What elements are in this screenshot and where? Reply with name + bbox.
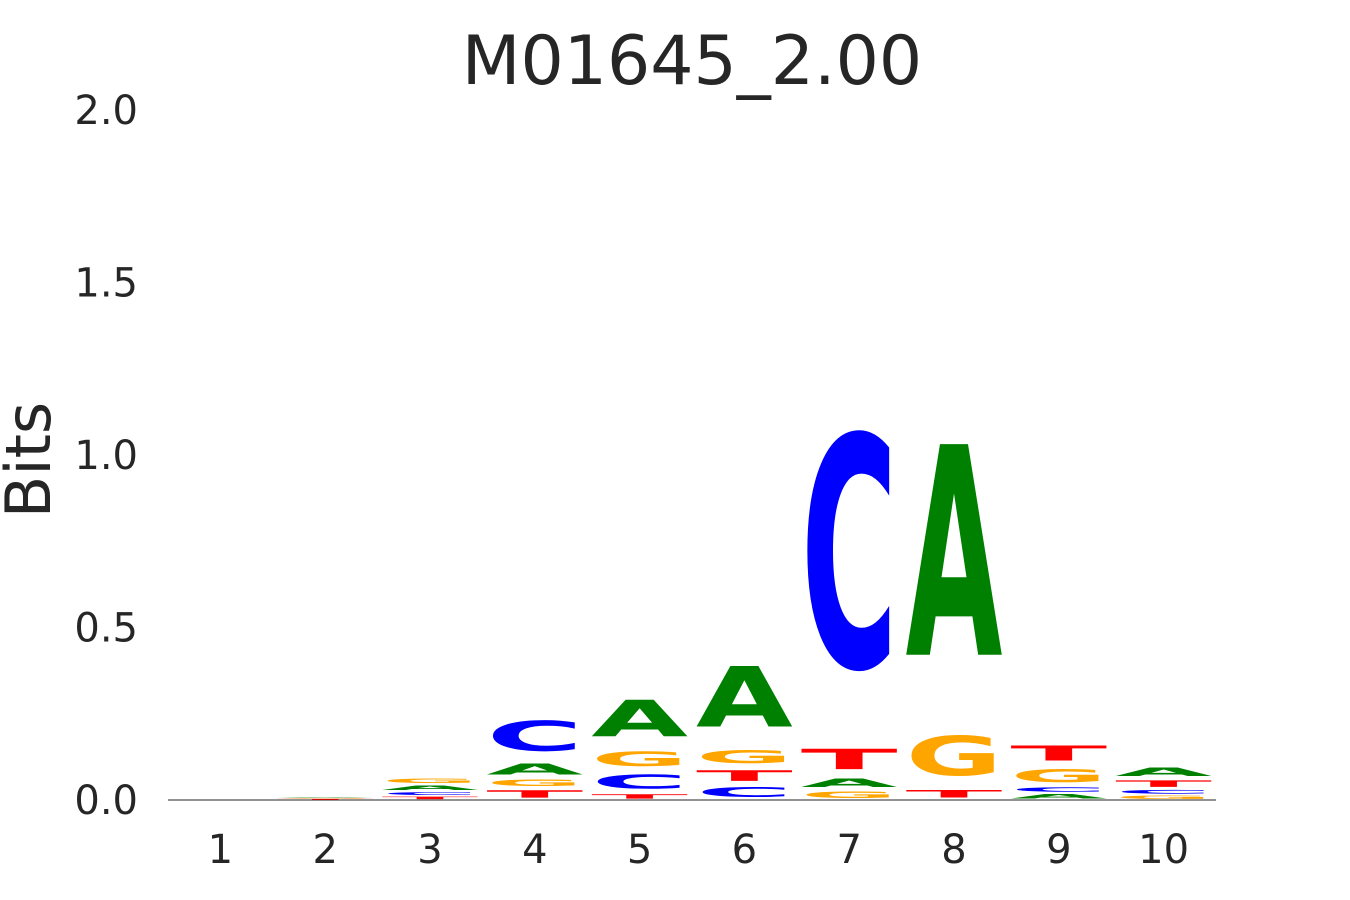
x-tick-label: 2 <box>312 827 337 873</box>
x-tick-label: 4 <box>522 827 547 873</box>
logo-letter-g-pos-8: G <box>906 724 1003 788</box>
logo-letter-g-pos-4: G <box>486 778 583 788</box>
logo-letter-c-pos-9: C <box>1010 786 1107 793</box>
y-tick-label: 0.0 <box>74 778 138 824</box>
logo-letter-t-pos-9: T <box>1010 741 1107 765</box>
logo-letter-t-pos-2: T <box>277 799 374 800</box>
x-tick-label: 3 <box>417 827 442 873</box>
logo-letter-a-pos-9: A <box>1010 793 1107 800</box>
logo-letter-c-pos-3: C <box>382 791 479 795</box>
logo-letter-a-pos-4: A <box>486 761 583 778</box>
logo-letter-g-pos-2: G <box>277 798 374 799</box>
x-tick-label: 9 <box>1046 827 1071 873</box>
logo-letter-a-pos-5: A <box>591 690 688 748</box>
logo-letter-a-pos-3: A <box>382 784 479 791</box>
y-axis-label: Bits <box>0 402 65 518</box>
y-tick-label: 1.0 <box>74 433 138 479</box>
x-tick-label: 10 <box>1138 827 1189 873</box>
logo-letter-c-pos-5: C <box>591 771 688 793</box>
logo-letter-a-pos-2: A <box>277 797 374 798</box>
x-tick-label: 6 <box>732 827 757 873</box>
y-tick-label: 0.5 <box>74 606 138 652</box>
logo-letter-g-pos-5: G <box>591 748 688 770</box>
logo-letter-g-pos-6: G <box>696 747 793 768</box>
logo-letter-t-pos-5: T <box>591 793 688 800</box>
x-tick-label: 8 <box>941 827 966 873</box>
logo-letter-g-pos-7: G <box>801 790 898 800</box>
logo-letter-c-pos-7: C <box>801 373 898 743</box>
logo-letter-g-pos-9: G <box>1010 766 1107 787</box>
logo-letter-a-pos-10: A <box>1115 765 1212 779</box>
x-axis-ticks: 1 2 3 4 5 6 7 8 9 10 <box>208 827 1189 873</box>
logo-letter-a-pos-6: A <box>696 650 793 746</box>
logo-letter-t-pos-7: T <box>801 743 898 776</box>
y-tick-label: 2.0 <box>74 88 138 134</box>
x-tick-label: 5 <box>627 827 652 873</box>
y-tick-label: 1.5 <box>74 261 138 307</box>
logo-letter-g-pos-10: G <box>1115 795 1212 800</box>
logo-letter-t-pos-4: T <box>486 788 583 800</box>
logo-letter-t-pos-6: T <box>696 767 793 784</box>
y-axis-ticks: 0.0 0.5 1.0 1.5 2.0 <box>74 88 138 824</box>
logo-letter-c-pos-6: C <box>696 785 793 800</box>
logo-letter-c-pos-10: C <box>1115 789 1212 795</box>
logo-letter-c-pos-4: C <box>486 713 583 761</box>
logo-letter-g-pos-3: G <box>382 778 479 785</box>
logo-letter-t-pos-10: T <box>1115 779 1212 789</box>
logo-letter-t-pos-8: T <box>906 788 1003 800</box>
chart-title: M01645_2.00 <box>462 22 922 101</box>
logo-letter-a-pos-8: A <box>906 386 1003 723</box>
x-tick-label: 1 <box>208 827 233 873</box>
logo-letter-a-pos-7: A <box>801 776 898 790</box>
logo-letter-t-pos-3: T <box>382 796 479 800</box>
x-tick-label: 7 <box>836 827 861 873</box>
